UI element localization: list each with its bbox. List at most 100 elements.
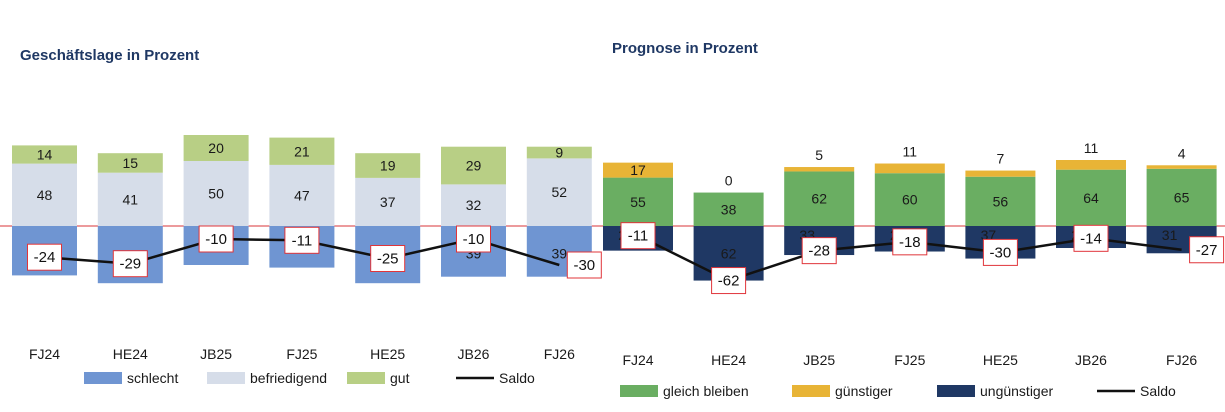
- data-label-gut: 20: [208, 140, 224, 156]
- x-tick-label-prognose: JB25: [803, 352, 835, 368]
- data-label-guenstiger: 11: [1084, 140, 1099, 156]
- legend-swatch-gleich-bleiben: [620, 385, 658, 397]
- saldo-label-box: [284, 226, 320, 254]
- legend-label-saldo: Saldo: [499, 370, 535, 386]
- data-label-guenstiger: 4: [1178, 145, 1186, 161]
- x-tick-label-lage: HE25: [370, 346, 405, 362]
- bar-prognose-guenstiger: [603, 162, 673, 178]
- bar-lage-befriedigend: [441, 184, 506, 226]
- data-label-guenstiger: 11: [903, 144, 918, 160]
- legend-label-unguenstiger: ungünstiger: [980, 383, 1054, 399]
- saldo-data-label: -62: [718, 273, 740, 290]
- saldo-label-box: [801, 237, 837, 265]
- bar-lage-befriedigend: [526, 158, 592, 226]
- data-label-befriedigend: 48: [37, 187, 53, 203]
- saldo-label-box: [112, 250, 148, 278]
- legend-swatch-guenstiger: [792, 385, 830, 397]
- saldo-label-box: [456, 225, 491, 253]
- bar-lage-befriedigend: [97, 172, 163, 226]
- data-label-gut: 19: [380, 158, 396, 174]
- saldo-label-box: [620, 222, 656, 250]
- chart-title-geschaeftslage: Geschäftslage in Prozent: [20, 47, 199, 64]
- bar-prognose-gleich-bleiben: [965, 176, 1036, 226]
- bar-prognose-gleich-bleiben: [784, 171, 855, 226]
- bar-prognose-guenstiger: [874, 163, 945, 174]
- x-tick-label-prognose: FJ25: [894, 352, 925, 368]
- saldo-data-label: -28: [808, 243, 830, 260]
- saldo-label-box: [1073, 224, 1109, 252]
- legend-swatch-befriedigend: [207, 372, 245, 384]
- bar-prognose-guenstiger: [965, 170, 1036, 177]
- legend-label-befriedigend: befriedigend: [250, 370, 327, 386]
- bar-lage-gut: [355, 153, 421, 178]
- saldo-data-label: -30: [990, 244, 1012, 261]
- saldo-label-box: [1189, 236, 1225, 264]
- x-tick-label-lage: HE24: [113, 346, 148, 362]
- data-label-guenstiger: 0: [725, 173, 733, 189]
- x-tick-label-lage: JB25: [200, 346, 232, 362]
- bar-prognose-guenstiger: [1146, 165, 1217, 169]
- x-tick-label-prognose: JB26: [1075, 352, 1107, 368]
- bar-lage-befriedigend: [355, 177, 421, 226]
- saldo-label-box: [711, 267, 747, 295]
- saldo-data-label: -18: [899, 234, 921, 251]
- data-label-schlecht: 39: [552, 246, 568, 262]
- bar-prognose-gleich-bleiben: [693, 192, 764, 226]
- data-label-gleich-bleiben: 62: [811, 191, 827, 207]
- bar-lage-gut: [12, 145, 77, 164]
- legend-label-gut: gut: [390, 370, 410, 386]
- x-tick-label-lage: JB26: [458, 346, 490, 362]
- saldo-data-label: -10: [463, 231, 485, 248]
- saldo-data-label: -29: [119, 256, 141, 273]
- data-label-guenstiger: 5: [815, 147, 823, 163]
- data-label-gut: 29: [466, 158, 482, 174]
- saldo-data-label: -25: [377, 251, 399, 268]
- data-label-gleich-bleiben: 38: [721, 201, 737, 217]
- data-label-guenstiger: 7: [997, 151, 1005, 167]
- data-label-befriedigend: 32: [466, 197, 482, 213]
- x-tick-label-prognose: FJ24: [622, 352, 653, 368]
- bar-prognose-guenstiger: [784, 167, 855, 172]
- legend-label-gleich-bleiben: gleich bleiben: [663, 383, 749, 399]
- saldo-data-label: -30: [573, 257, 595, 274]
- data-label-gut: 9: [555, 145, 563, 161]
- legend-swatch-unguenstiger: [937, 385, 975, 397]
- saldo-label-box: [198, 225, 234, 253]
- data-label-befriedigend: 50: [208, 186, 224, 202]
- saldo-label-box: [566, 251, 602, 279]
- saldo-data-label: -11: [292, 232, 313, 249]
- bar-lage-befriedigend: [269, 164, 335, 226]
- bar-lage-gut: [441, 146, 506, 185]
- data-label-gleich-bleiben: 64: [1083, 190, 1099, 206]
- x-tick-label-prognose: HE25: [983, 352, 1018, 368]
- legend-label-schlecht: schlecht: [127, 370, 178, 386]
- data-label-gleich-bleiben: 65: [1174, 189, 1190, 205]
- bar-prognose-gleich-bleiben: [1146, 168, 1217, 226]
- bar-prognose-gleich-bleiben: [874, 173, 945, 226]
- data-label-gleich-bleiben: 56: [993, 193, 1009, 209]
- bar-lage-gut: [183, 135, 249, 161]
- legend-swatch-schlecht: [84, 372, 122, 384]
- data-label-unguenstiger: 62: [721, 245, 737, 261]
- data-label-gut: 14: [37, 147, 53, 163]
- data-label-befriedigend: 37: [380, 194, 396, 210]
- bar-lage-gut: [97, 153, 163, 173]
- data-label-befriedigend: 52: [552, 184, 568, 200]
- bar-prognose-gleich-bleiben: [603, 177, 673, 226]
- data-label-gleich-bleiben: 55: [630, 194, 646, 210]
- saldo-data-label: -14: [1080, 230, 1102, 247]
- data-label-unguenstiger: 31: [1162, 227, 1178, 243]
- saldo-data-label: -24: [34, 249, 56, 266]
- x-tick-label-prognose: HE24: [711, 352, 746, 368]
- bar-prognose-gleich-bleiben: [1056, 169, 1126, 226]
- legend-swatch-gut: [347, 372, 385, 384]
- legend-label-guenstiger: günstiger: [835, 383, 893, 399]
- saldo-label-box: [892, 228, 928, 256]
- data-label-befriedigend: 41: [123, 191, 139, 207]
- saldo-label-box: [982, 238, 1018, 266]
- bar-lage-gut: [269, 137, 335, 165]
- x-tick-label-lage: FJ26: [544, 346, 575, 362]
- bar-lage-gut: [526, 146, 592, 159]
- saldo-label-box: [27, 243, 62, 271]
